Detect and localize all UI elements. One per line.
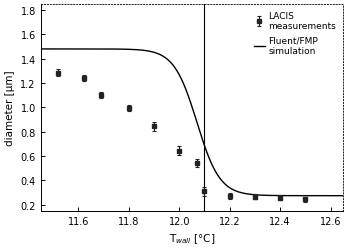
Fluent/FMP
simulation [172,66,176,68]
X-axis label: T$_{wall}$ [°C]: T$_{wall}$ [°C] [169,232,215,245]
Fluent/FMP
simulation [70,48,74,51]
Legend: LACIS
measurements, Fluent/FMP
simulation: LACIS measurements, Fluent/FMP simulatio… [251,9,339,59]
Fluent/FMP
simulation [39,48,43,51]
Fluent/FMP
simulation [246,193,251,196]
Fluent/FMP
simulation [275,194,279,197]
Fluent/FMP
simulation [341,194,345,198]
Fluent/FMP
simulation [161,56,165,58]
Line: Fluent/FMP
simulation: Fluent/FMP simulation [41,50,343,196]
Fluent/FMP
simulation [280,194,284,197]
Y-axis label: diameter [µm]: diameter [µm] [5,70,15,146]
